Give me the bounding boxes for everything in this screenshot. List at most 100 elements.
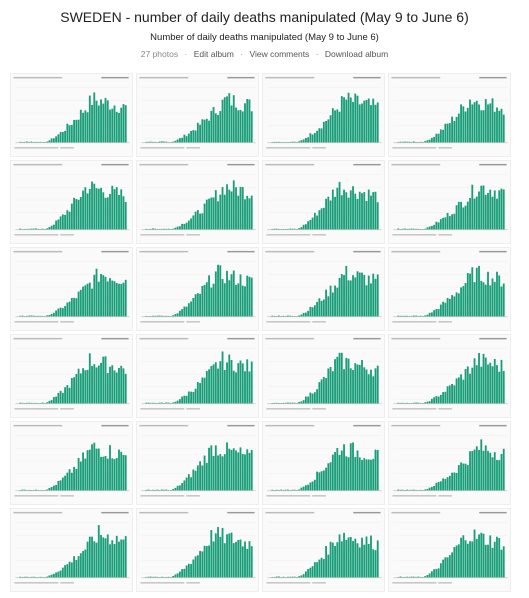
thumbnail-bar [478, 191, 480, 230]
thumbnail-bar [469, 373, 471, 404]
thumbnail-bar [217, 527, 219, 578]
photo-thumbnail[interactable] [10, 160, 133, 244]
photo-thumbnail[interactable] [388, 334, 511, 418]
thumbnail-bar [250, 546, 253, 578]
thumbnail-bar [120, 539, 123, 578]
thumbnail-bar [23, 576, 26, 578]
thumbnail-bar [52, 312, 55, 317]
thumbnail-bar [376, 274, 379, 317]
thumbnail-bar [178, 226, 181, 230]
thumbnail-bar [118, 195, 120, 230]
thumbnail-bar [113, 189, 116, 230]
thumbnail-bar [365, 536, 368, 578]
photo-thumbnail[interactable] [388, 160, 511, 244]
thumbnail-bar [329, 541, 332, 578]
thumbnail-bar [320, 379, 323, 404]
thumbnail-bar [484, 99, 487, 143]
thumbnail-bar [52, 138, 55, 143]
thumbnail-bar [120, 107, 123, 143]
thumbnail-bar [214, 362, 217, 404]
thumbnail-bar [154, 576, 157, 578]
thumbnail-bar [205, 118, 208, 143]
photo-thumbnail[interactable] [10, 247, 133, 331]
thumbnail-chart [391, 424, 508, 497]
thumbnail-bar [48, 400, 51, 404]
photo-thumbnail[interactable] [262, 421, 385, 505]
thumbnail-bar [448, 385, 451, 404]
photo-thumbnail[interactable] [10, 73, 133, 157]
thumbnail-bar [412, 315, 415, 317]
thumbnail-bar [457, 293, 460, 317]
thumbnail-bar [192, 130, 195, 143]
thumbnail-bar [473, 358, 476, 404]
photo-thumbnail[interactable] [136, 508, 259, 592]
photo-thumbnail[interactable] [262, 508, 385, 592]
photo-thumbnail[interactable] [136, 73, 259, 157]
thumbnail-bar [334, 452, 336, 491]
thumbnail-bar [460, 537, 462, 578]
thumbnail-bar [345, 265, 348, 317]
thumbnail-bar [291, 141, 294, 143]
thumbnail-bar [93, 274, 96, 317]
thumbnail-bar [111, 458, 114, 491]
photo-thumbnail[interactable] [388, 421, 511, 505]
thumbnail-bar [66, 123, 69, 143]
thumbnail-bar [100, 274, 102, 317]
thumbnail-bar [316, 215, 319, 230]
thumbnail-bar [352, 442, 354, 491]
thumbnail-bar [181, 309, 184, 317]
thumbnail-bar [88, 95, 91, 143]
thumbnail-bar [354, 277, 357, 317]
photo-thumbnail[interactable] [388, 247, 511, 331]
thumbnail-bar [82, 286, 84, 317]
thumbnail-footer-text [266, 147, 292, 149]
download-album-link[interactable]: Download album [324, 49, 389, 59]
thumbnail-bar [201, 465, 204, 491]
thumbnail-bar [50, 225, 53, 230]
thumbnail-footer-text [60, 495, 74, 497]
thumbnail-bar [226, 184, 228, 230]
photo-thumbnail[interactable] [136, 160, 259, 244]
thumbnail-bar [363, 544, 366, 578]
thumbnail-header-text [353, 250, 381, 253]
thumbnail-bar [352, 540, 354, 578]
thumbnail-bar [322, 376, 325, 404]
thumbnail-bar [325, 121, 328, 143]
thumbnail-bar [471, 541, 474, 578]
thumbnail-bar [327, 119, 330, 143]
photo-thumbnail[interactable] [136, 247, 259, 331]
thumbnail-bar [167, 402, 170, 404]
thumbnail-bar [419, 315, 422, 317]
thumbnail-bar [223, 454, 226, 491]
thumbnail-bar [316, 301, 319, 317]
thumbnail-bar [59, 390, 62, 404]
photo-thumbnail[interactable] [262, 160, 385, 244]
thumbnail-chart [13, 424, 130, 497]
photo-thumbnail[interactable] [262, 334, 385, 418]
view-comments-link[interactable]: View comments [249, 49, 310, 59]
thumbnail-bar [316, 389, 319, 404]
thumbnail-bar [358, 547, 361, 578]
photo-thumbnail[interactable] [136, 334, 259, 418]
photo-thumbnail[interactable] [10, 421, 133, 505]
photo-thumbnail[interactable] [262, 73, 385, 157]
thumbnail-bar [325, 467, 328, 491]
edit-album-link[interactable]: Edit album [193, 49, 234, 59]
photo-thumbnail[interactable] [136, 421, 259, 505]
thumbnail-bar [415, 315, 418, 317]
thumbnail-header-text [227, 76, 255, 79]
photo-thumbnail[interactable] [388, 73, 511, 157]
photo-thumbnail[interactable] [10, 508, 133, 592]
photo-thumbnail[interactable] [262, 247, 385, 331]
thumbnail-bar [115, 457, 118, 491]
photo-thumbnail[interactable] [388, 508, 511, 592]
thumbnail-bar [57, 308, 60, 317]
thumbnail-bar [84, 549, 87, 578]
thumbnail-bar [302, 312, 305, 317]
thumbnail-bar [412, 228, 415, 230]
thumbnail-bar [235, 284, 237, 317]
thumbnail-bar [484, 357, 487, 404]
photo-thumbnail[interactable] [10, 334, 133, 418]
thumbnail-header-text [353, 511, 381, 514]
thumbnail-bar [444, 302, 447, 317]
